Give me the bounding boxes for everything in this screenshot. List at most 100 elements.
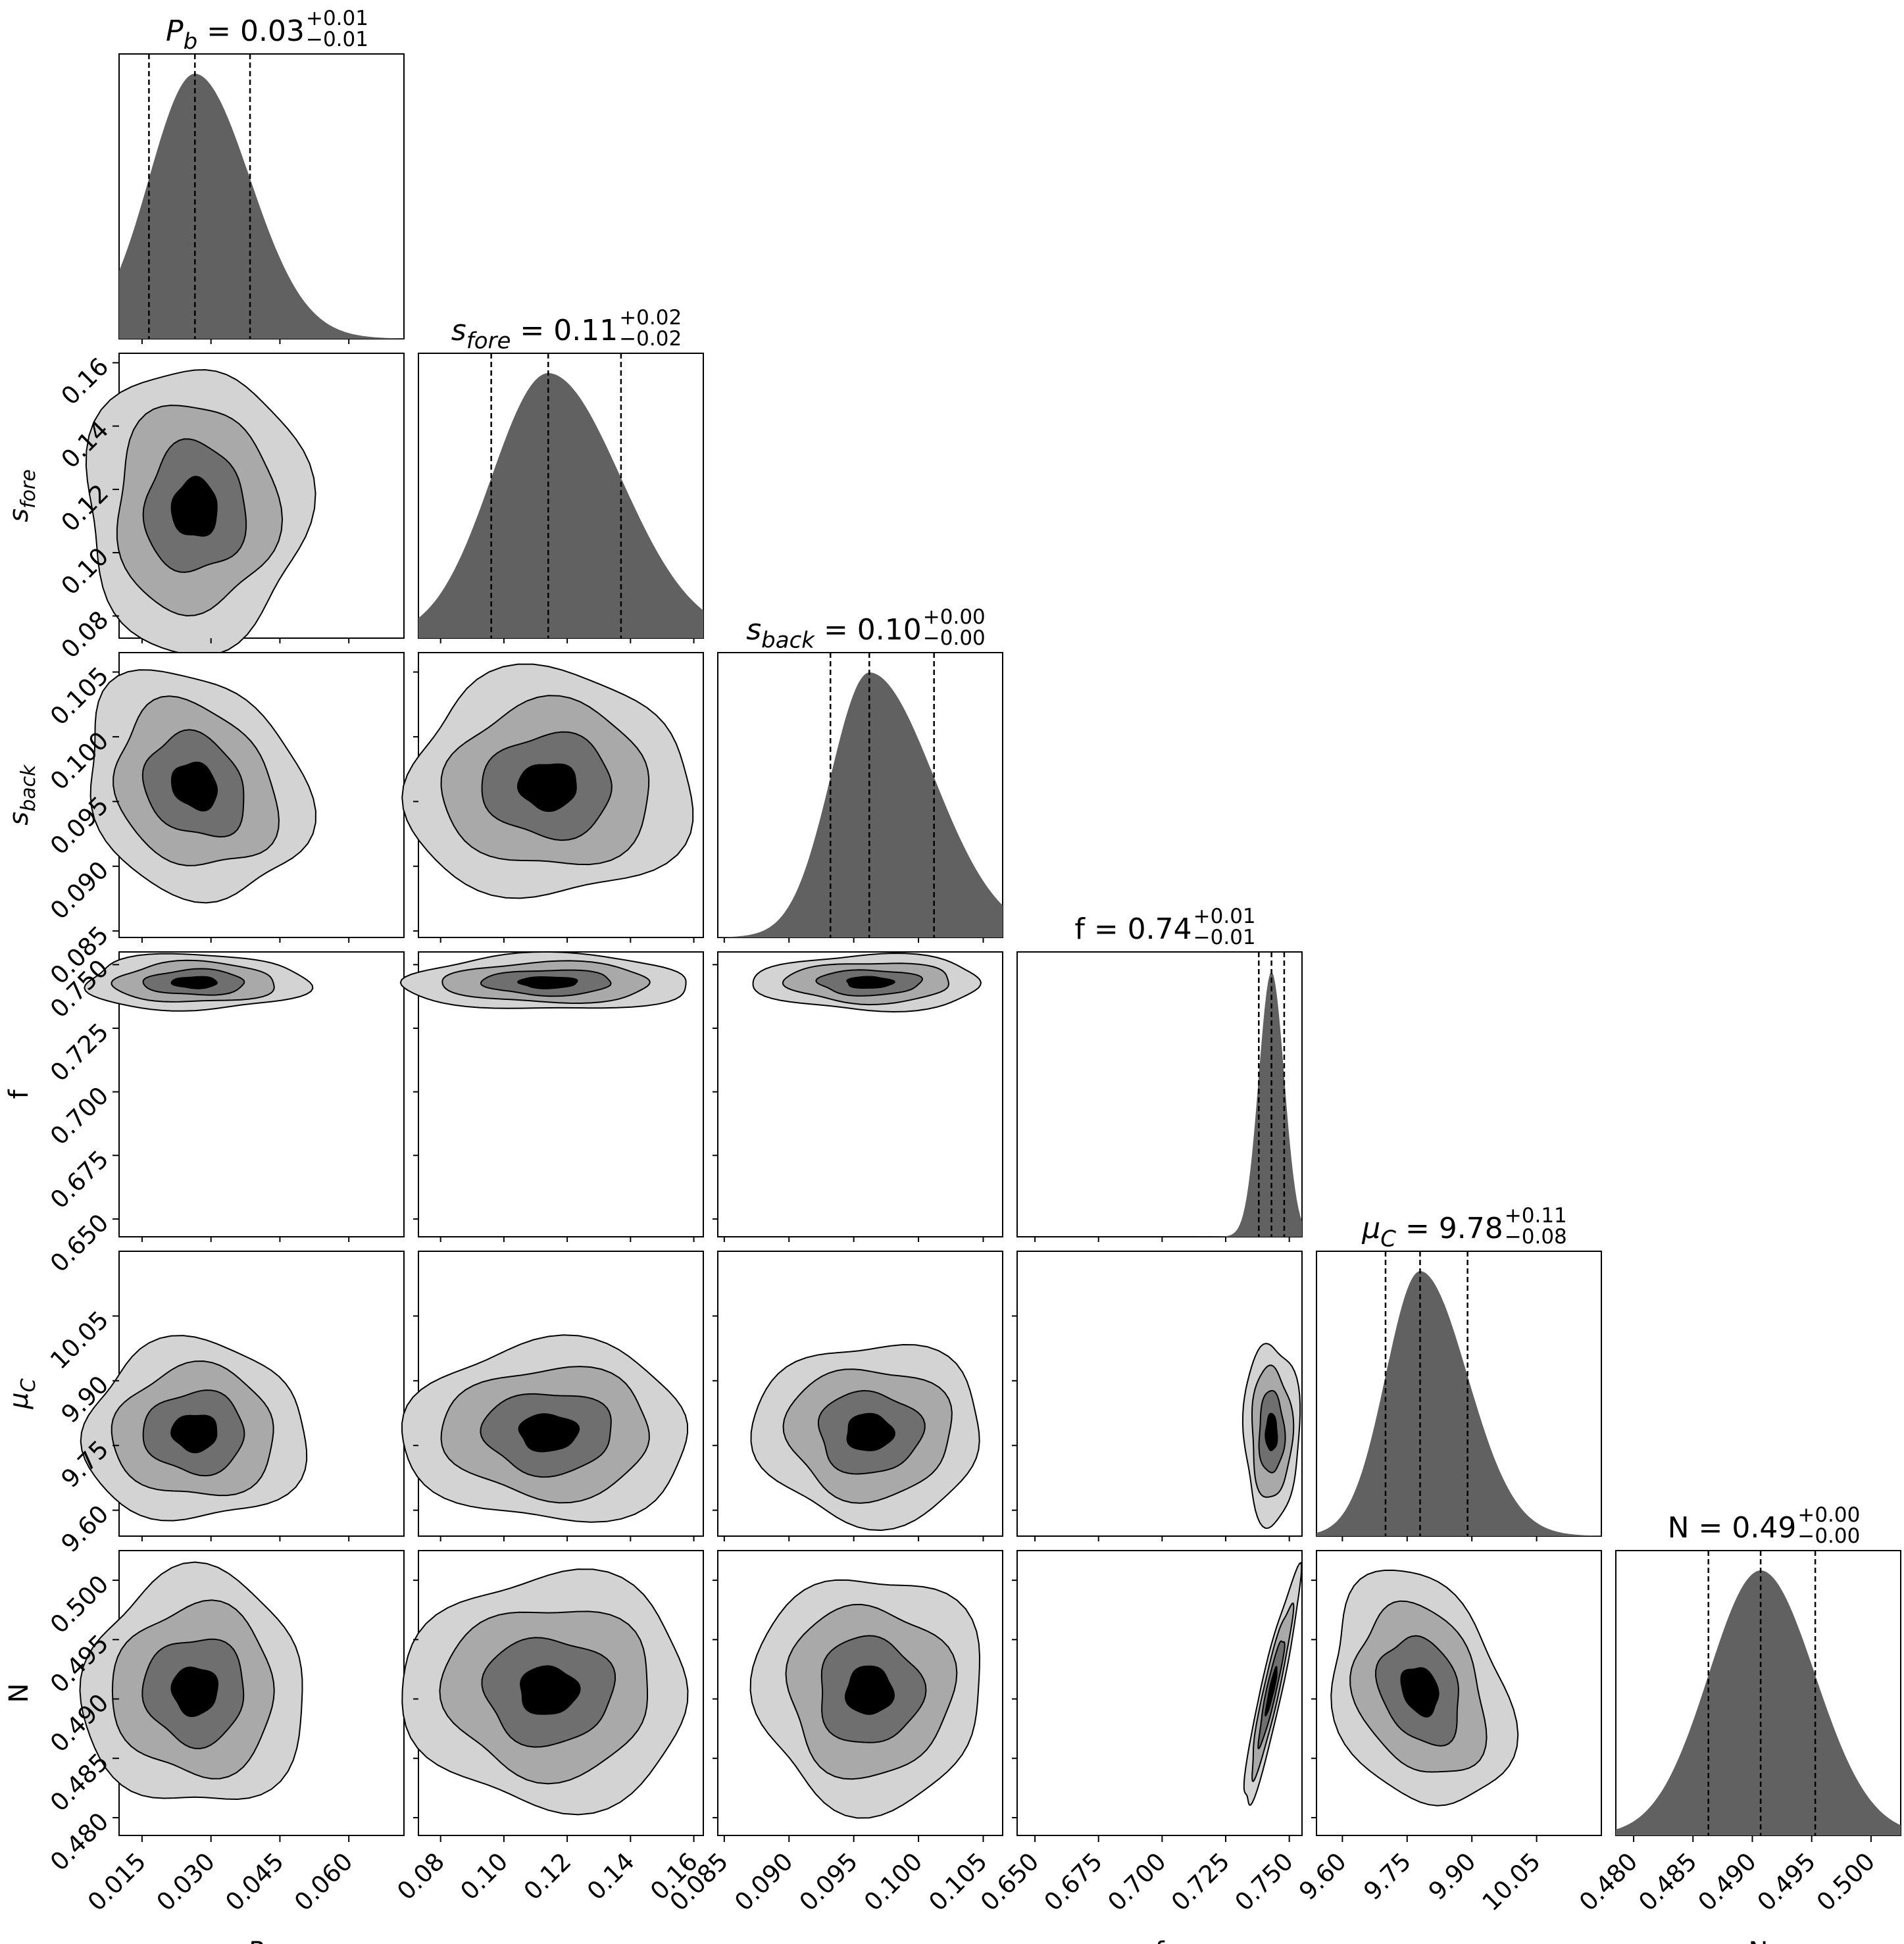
x-tick-label: 0.675 xyxy=(1039,1847,1108,1916)
title-lower-error-N: −0.00 xyxy=(1797,1524,1860,1548)
y-tick-label: 0.725 xyxy=(45,1018,114,1087)
y-tick-label: 0.700 xyxy=(45,1082,114,1151)
x-tick-label: 0.08 xyxy=(391,1847,450,1906)
x-tick-label: 9.75 xyxy=(1358,1847,1416,1906)
x-axis-label-sfore: sfore xyxy=(534,1937,588,1944)
y-axis-label-sback: sback xyxy=(4,764,40,826)
y-tick-label: 0.675 xyxy=(45,1145,114,1214)
contour-level-4 xyxy=(170,1414,218,1454)
histogram-title-f: f = 0.74 xyxy=(1074,912,1191,946)
contour-panel-Pb-N xyxy=(79,1550,405,1836)
y-tick-label: 10.05 xyxy=(45,1305,114,1374)
x-tick-label: 0.090 xyxy=(729,1847,798,1916)
x-tick-label: 0.12 xyxy=(518,1847,577,1906)
histogram-title-Pb: Pb = 0.03 xyxy=(166,14,305,55)
histogram-N xyxy=(1616,1570,1901,1835)
contour-panel-sback-f xyxy=(717,951,1003,1237)
x-tick-label: 0.14 xyxy=(582,1847,640,1906)
contour-level-4 xyxy=(520,1665,581,1715)
contour-level-4 xyxy=(1400,1667,1440,1718)
contour-level-4 xyxy=(170,976,218,989)
contour-panel-f-muC xyxy=(1016,1251,1303,1537)
y-tick-label: 0.090 xyxy=(45,856,114,925)
x-tick-label: 0.030 xyxy=(151,1847,220,1916)
title-lower-error-sfore: −0.02 xyxy=(619,327,682,351)
title-upper-error-sfore: +0.02 xyxy=(619,306,682,330)
x-tick-label: 0.650 xyxy=(975,1847,1044,1916)
x-tick-label: 0.105 xyxy=(924,1847,993,1916)
y-tick-label: 0.16 xyxy=(56,352,114,411)
contour-panel-sback-N xyxy=(717,1550,1003,1836)
contour-panel-sfore-N xyxy=(401,1550,704,1836)
x-tick-label: 10.05 xyxy=(1477,1847,1546,1916)
contour-panel-sfore-muC xyxy=(401,1251,704,1537)
contour-panel-sfore-sback xyxy=(401,652,704,938)
histogram-sback xyxy=(718,672,1003,937)
x-tick-label: 9.60 xyxy=(1293,1847,1352,1906)
x-tick-label: 0.725 xyxy=(1166,1847,1235,1916)
contour-level-4 xyxy=(170,476,218,537)
x-tick-label: 0.700 xyxy=(1102,1847,1171,1916)
title-upper-error-sback: +0.00 xyxy=(923,605,986,629)
histogram-title-N: N = 0.49 xyxy=(1668,1511,1797,1545)
contour-level-4 xyxy=(846,1412,895,1451)
contour-level-4 xyxy=(518,1413,580,1453)
contour-level-4 xyxy=(516,763,577,812)
y-axis-label-f: f xyxy=(4,1089,34,1099)
title-lower-error-muC: −0.08 xyxy=(1505,1225,1567,1249)
x-axis-label-f: f xyxy=(1155,1937,1165,1944)
y-tick-label: 0.650 xyxy=(45,1209,114,1278)
title-upper-error-muC: +0.11 xyxy=(1505,1204,1567,1228)
y-axis-label-muC: μC xyxy=(4,1378,40,1409)
title-upper-error-f: +0.01 xyxy=(1193,905,1256,928)
y-tick-label: 0.08 xyxy=(56,605,114,664)
contour-panel-Pb-sback xyxy=(89,652,405,938)
y-tick-label: 0.485 xyxy=(45,1748,114,1817)
contour-level-4 xyxy=(1265,1412,1278,1451)
y-tick-label: 0.500 xyxy=(45,1570,114,1639)
contour-level-4 xyxy=(1265,1666,1278,1717)
x-tick-label: 0.490 xyxy=(1693,1847,1762,1916)
histogram-title-sback: sback = 0.10 xyxy=(746,613,922,653)
x-axis-label-muC: μC xyxy=(1443,1937,1474,1944)
histogram-title-sfore: sfore = 0.11 xyxy=(451,314,618,354)
y-tick-label: 0.480 xyxy=(45,1807,114,1876)
title-lower-error-Pb: −0.01 xyxy=(306,28,368,51)
title-lower-error-sback: −0.00 xyxy=(923,626,986,650)
contour-level-4 xyxy=(171,761,218,812)
x-tick-label: 0.095 xyxy=(794,1847,863,1916)
x-axis-label-Pb: Pb xyxy=(247,1937,276,1944)
x-tick-label: 0.485 xyxy=(1633,1847,1702,1916)
y-tick-label: 9.60 xyxy=(56,1500,114,1558)
contour-level-4 xyxy=(170,1666,219,1718)
contour-level-4 xyxy=(517,976,578,989)
contour-panel-Pb-muC xyxy=(80,1251,405,1537)
contour-panel-Pb-sfore xyxy=(85,353,405,657)
histogram-sfore xyxy=(418,373,703,638)
contour-panel-sback-muC xyxy=(717,1251,1003,1537)
y-axis-label-sfore: sfore xyxy=(4,469,40,522)
x-tick-label: 0.495 xyxy=(1752,1847,1821,1916)
x-tick-label: 0.500 xyxy=(1811,1847,1880,1916)
title-lower-error-f: −0.01 xyxy=(1193,926,1256,949)
histogram-panel-sback xyxy=(717,652,1003,938)
x-tick-label: 9.90 xyxy=(1423,1847,1482,1906)
x-axis-label-sback: sback xyxy=(830,1937,891,1944)
histogram-panel-Pb xyxy=(118,53,405,339)
contour-panel-muC-N xyxy=(1316,1550,1602,1836)
x-tick-label: 0.750 xyxy=(1230,1847,1299,1916)
contour-panel-sfore-f xyxy=(399,951,704,1237)
x-tick-label: 0.045 xyxy=(220,1847,289,1916)
x-tick-label: 0.100 xyxy=(859,1847,928,1916)
title-upper-error-Pb: +0.01 xyxy=(306,7,368,30)
histogram-panel-muC xyxy=(1316,1251,1602,1537)
histogram-f xyxy=(1017,972,1302,1237)
contour-panel-f-N xyxy=(1016,1550,1303,1836)
y-axis-label-N: N xyxy=(4,1683,34,1703)
x-tick-label: 0.480 xyxy=(1574,1847,1643,1916)
x-tick-label: 0.10 xyxy=(455,1847,514,1906)
histogram-panel-f xyxy=(1016,951,1303,1237)
title-upper-error-N: +0.00 xyxy=(1797,1503,1860,1527)
contour-level-4 xyxy=(846,976,895,989)
